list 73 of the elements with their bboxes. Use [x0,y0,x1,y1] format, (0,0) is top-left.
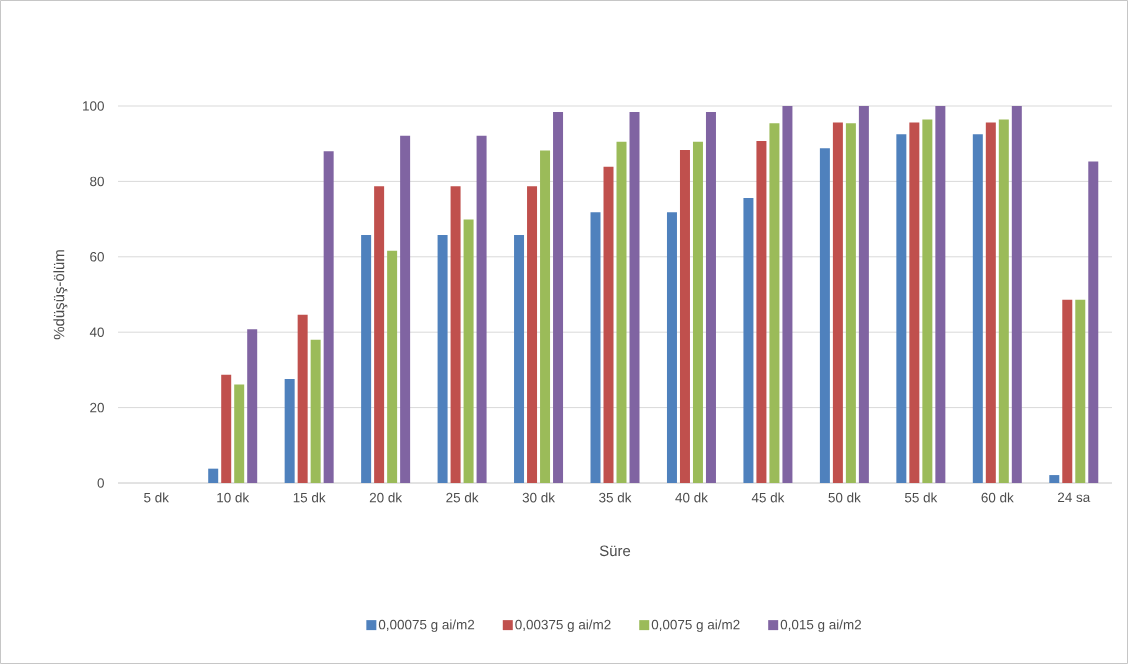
bar [234,384,245,483]
y-tick-label: 100 [83,101,104,111]
bar [540,150,551,483]
bar [247,329,258,483]
bar [858,105,869,483]
bar [1062,299,1073,483]
bar [998,119,1009,483]
x-tick-label: 15 dk [293,492,326,503]
y-tick-label: 40 [89,327,104,337]
bar [1011,105,1022,483]
x-tick-label: 40 dk [675,492,708,503]
bar [514,234,525,483]
x-tick-label: 50 dk [828,492,861,503]
x-tick-label: 20 dk [369,492,403,503]
legend-label: 0,00375 g ai/m2 [515,619,611,633]
x-tick-label: 30 dk [522,492,555,503]
y-tick-label: 20 [90,402,104,413]
y-tick-label: 60 [90,252,104,262]
bar [1088,161,1099,483]
bar [361,234,372,483]
bar [845,123,856,483]
x-tick-label: 35 dk [599,492,632,503]
x-tick-label: 25 dk [446,492,479,503]
bar [527,186,538,483]
bar [756,141,767,483]
bar [553,112,564,483]
x-tick-label: 24 sa [1058,492,1091,503]
y-tick-label: 0 [97,478,104,488]
bar [297,314,308,483]
bar [782,105,793,483]
x-tick-label: 10 dk [217,492,250,503]
bar [400,135,411,483]
bar [374,186,385,483]
x-tick-label: 45 dk [751,492,785,503]
x-tick-label: 60 dk [981,492,1014,503]
bar [310,339,321,483]
bar [972,134,983,483]
x-tick-label: 55 dk [904,492,938,503]
bar [1075,299,1086,483]
bar [590,212,601,483]
bar [1049,475,1060,483]
bar [922,119,933,483]
x-axis-title: Süre [599,545,631,557]
bar [985,122,996,483]
legend-label: 0,015 g ai/m2 [780,619,861,633]
bar [769,123,780,483]
y-tick-label: 80 [90,176,104,187]
bar [463,219,474,483]
bar [323,151,334,483]
bar [437,234,448,483]
x-tick-label: 5 dk [144,492,169,503]
bar [666,212,677,483]
legend-label: 0,0075 g ai/m2 [651,619,740,633]
bar [603,166,614,483]
bar [832,122,843,483]
bar [208,468,219,483]
bar [692,141,703,483]
bar [616,141,627,483]
bar [629,112,640,483]
bar [679,150,690,483]
legend-label: 0,00075 g ai/m2 [378,619,475,633]
bar [387,250,398,483]
bar [476,135,487,483]
bar [896,134,907,483]
bar [284,378,295,483]
bar [450,186,461,483]
bar [819,148,830,483]
bar [743,197,754,483]
bar [705,112,716,483]
bar [935,105,946,483]
y-axis-title: %düşüş-ölüm [53,250,68,340]
bar [909,122,920,483]
bar [221,374,232,483]
